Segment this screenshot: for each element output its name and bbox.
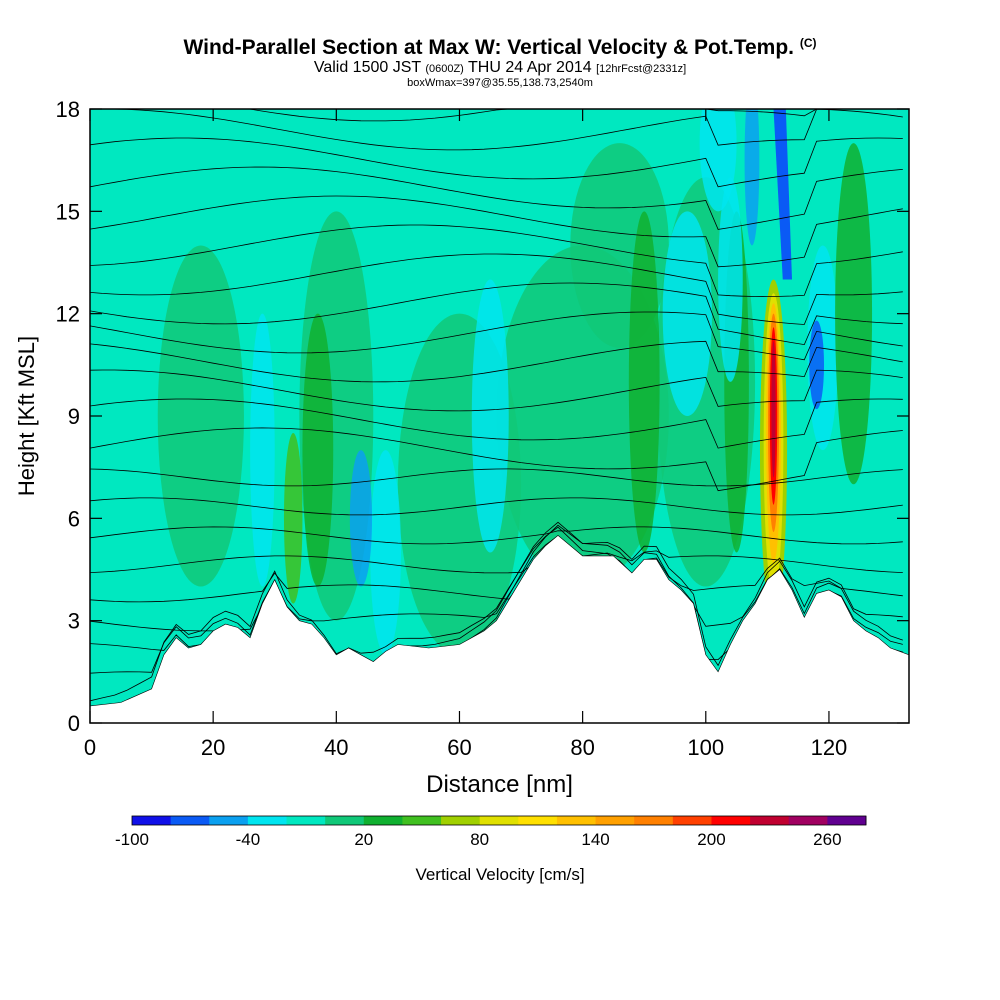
field-blob [718,177,743,382]
colorbar-swatch [402,816,442,825]
colorbar-swatch [441,816,481,825]
y-tick-label: 3 [68,609,80,634]
colorbar-swatch [209,816,249,825]
colorbar-swatch [518,816,558,825]
field-blob [283,433,303,604]
colorbar-swatch [132,816,172,825]
theta-contour [90,137,903,188]
y-tick-label: 15 [56,199,80,224]
y-tick-label: 12 [56,302,80,327]
colorbar: -100 -40 20 80 140 200 260 Vertical Velocity [c… [115,815,867,884]
colorbar-swatch [479,816,519,825]
x-tick-label: 100 [687,735,724,760]
x-tick-label: 40 [324,735,348,760]
y-tick-label: 18 [56,97,80,122]
x-tick-label: 80 [570,735,594,760]
terrain [90,535,909,723]
theta-contour [90,166,903,230]
y-axis-label: Height [Kft MSL] [14,336,39,496]
colorbar-label: Vertical Velocity [cm/s] [415,865,584,884]
updraft-core [771,340,776,478]
theta-contour [90,224,903,298]
colorbar-swatch [827,816,867,825]
chart-subtitle: Valid 1500 JST (0600Z) THU 24 Apr 2014 [… [313,59,687,76]
x-tick-label: 0 [84,735,96,760]
colorbar-tick-label: 260 [813,830,841,849]
terrain-profile [90,535,909,723]
field-blob [835,143,873,485]
x-axis-label: Distance [nm] [426,771,573,798]
chart-box-info: boxWmax=397@35.55,138.73,2540m [407,77,593,89]
theta-contour [90,109,903,122]
colorbar-swatch [325,816,365,825]
field-blob [744,109,760,246]
colorbar-tick-label: 200 [697,830,725,849]
colorbar-swatch [634,816,674,825]
colorbar-tick-label: 20 [354,830,373,849]
colorbar-swatch [363,816,403,825]
theta-contour [90,109,903,151]
field-blob [662,211,712,416]
colorbar-swatch [247,816,288,825]
colorbar-swatch [556,816,597,825]
theta-contour [90,540,903,603]
theta-contour [90,282,903,346]
chart-title: Wind-Parallel Section at Max W: Vertical… [183,36,817,59]
colorbar-swatch [750,816,790,825]
colorbar-swatch [672,816,712,825]
theta-contour [90,398,903,449]
field-blob [349,450,373,587]
theta-contour [90,253,903,325]
y-tick-label: 6 [68,506,80,531]
colorbar-swatch [286,816,326,825]
theta-contours [90,109,903,702]
theta-contour [90,195,903,268]
axes: 0 20 40 60 80 100 120 0 3 6 9 12 15 18 Distance [nm] He… [14,97,909,798]
theta-contour [90,537,903,574]
theta-contour [90,524,903,702]
x-tick-label: 20 [201,735,225,760]
colorbar-frame [131,815,867,826]
field-blob [809,320,825,410]
theta-contour [90,526,903,545]
theta-contour [90,468,903,487]
field-blob [157,245,244,587]
colorbar-tick-label: -40 [236,830,261,849]
theta-contour [90,497,903,516]
x-tick-label: 120 [811,735,848,760]
field-blob [302,313,334,587]
x-tick-label: 60 [447,735,471,760]
field-blob [370,450,401,655]
colorbar-tick-label: -100 [115,830,149,849]
field-blob [250,313,275,587]
colorbar-tick-label: 80 [470,830,489,849]
y-tick-label: 9 [68,404,80,429]
colorbar-swatch [170,816,210,825]
theta-contour [90,311,903,361]
field-blob [471,279,509,553]
downdraft-streak [773,109,792,280]
theta-contour [90,340,903,383]
colorbar-tick-label: 140 [581,830,609,849]
y-tick-label: 0 [68,711,80,736]
colorbar-swatch [595,816,635,825]
colorbar-swatch [788,816,828,825]
colorbar-swatch [711,816,751,825]
theta-contour [90,369,903,412]
theta-contour [90,427,903,492]
